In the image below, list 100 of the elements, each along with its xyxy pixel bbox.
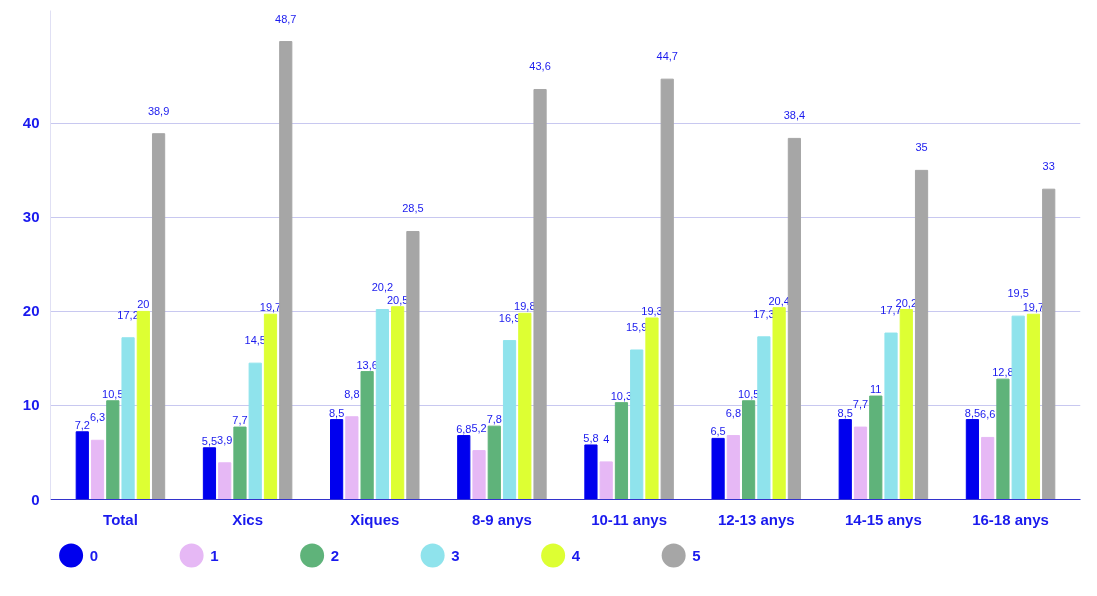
data-label: 6,3 xyxy=(89,411,106,424)
bar xyxy=(518,312,532,500)
x-tick-label: 8-9 anys xyxy=(471,510,532,528)
bar xyxy=(151,133,166,500)
legend-label: 1 xyxy=(210,546,219,564)
data-label: 7,7 xyxy=(232,414,248,427)
bar xyxy=(838,419,852,500)
data-label: 6,6 xyxy=(980,408,996,421)
bar xyxy=(599,461,613,500)
bar xyxy=(757,336,771,500)
bar xyxy=(202,447,217,500)
bar xyxy=(965,419,980,500)
data-label: 4 xyxy=(603,432,610,445)
bar xyxy=(502,340,517,500)
bar xyxy=(996,378,1010,500)
bar xyxy=(645,317,659,500)
y-tick-label: 30 xyxy=(22,208,40,226)
x-tick-label: Total xyxy=(103,510,138,528)
bar xyxy=(584,444,598,500)
data-label: 12,8 xyxy=(992,366,1014,379)
data-label: 20,2 xyxy=(371,280,394,293)
data-label: 8,5 xyxy=(964,406,981,419)
bar xyxy=(869,395,883,500)
data-label: 5,8 xyxy=(583,431,599,444)
x-tick-label: Xics xyxy=(232,510,264,528)
data-label: 6,8 xyxy=(456,422,472,435)
bar xyxy=(487,425,501,500)
bar xyxy=(981,436,995,500)
bar xyxy=(90,439,105,500)
data-label: 6,8 xyxy=(725,406,741,419)
bar xyxy=(218,462,232,500)
bar xyxy=(630,349,644,500)
data-label: 19,3 xyxy=(641,305,663,318)
data-label: 10,3 xyxy=(610,389,633,402)
data-label: 48,7 xyxy=(275,12,297,25)
bar xyxy=(75,431,89,500)
bar xyxy=(711,437,725,500)
y-tick-label: 20 xyxy=(22,302,40,320)
bar xyxy=(106,400,120,500)
x-tick-label: 10-11 anys xyxy=(591,510,668,528)
legend-label: 2 xyxy=(330,546,339,564)
data-label: 7,7 xyxy=(852,398,869,411)
legend-label: 5 xyxy=(692,546,701,564)
data-label: 20 xyxy=(137,298,150,311)
bar xyxy=(375,309,389,500)
data-label: 35 xyxy=(915,141,928,154)
x-tick-label: 14-15 anys xyxy=(845,510,922,528)
bar xyxy=(899,309,913,500)
data-label: 38,4 xyxy=(783,109,806,122)
data-label: 6,5 xyxy=(710,425,726,438)
data-label: 20,4 xyxy=(768,294,790,307)
data-label: 7,2 xyxy=(74,418,90,431)
bar xyxy=(248,362,262,500)
data-label: 7,8 xyxy=(486,413,502,426)
bar xyxy=(1011,315,1025,500)
bar xyxy=(787,137,801,500)
data-label: 19,7 xyxy=(1022,301,1045,314)
data-label: 19,7 xyxy=(259,301,282,314)
data-label: 33 xyxy=(1042,160,1055,173)
bar xyxy=(1042,188,1056,500)
bar xyxy=(772,307,786,500)
x-tick-label: Xiques xyxy=(350,510,400,528)
bar xyxy=(345,416,359,500)
bar xyxy=(121,337,135,500)
legend-label: 0 xyxy=(89,546,98,564)
y-tick-label: 10 xyxy=(22,396,40,414)
data-label: 8,5 xyxy=(837,406,853,419)
y-tick-label: 40 xyxy=(22,114,40,132)
bar xyxy=(279,41,293,500)
bar xyxy=(360,371,374,500)
bar xyxy=(1026,313,1041,500)
bar xyxy=(914,169,929,500)
bar xyxy=(742,400,756,500)
bar xyxy=(330,419,344,500)
bar xyxy=(853,426,868,500)
y-tick-label: 0 xyxy=(31,490,40,508)
bar xyxy=(457,435,471,500)
legend-label: 4 xyxy=(571,546,581,564)
data-label: 13,6 xyxy=(356,358,378,371)
bar xyxy=(136,310,150,500)
bar xyxy=(884,332,898,500)
bar xyxy=(660,78,674,500)
data-label: 5,5 xyxy=(201,434,218,447)
data-label: 19,5 xyxy=(1007,287,1029,300)
data-label: 11 xyxy=(870,383,882,396)
bar xyxy=(614,402,629,500)
data-label: 43,6 xyxy=(529,60,551,73)
data-label: 3,9 xyxy=(217,433,233,446)
x-tick-label: 16-18 anys xyxy=(972,510,1049,528)
data-label: 38,9 xyxy=(147,104,170,117)
data-label: 8,5 xyxy=(328,406,345,419)
bar xyxy=(533,88,547,500)
bar xyxy=(726,435,740,500)
data-label: 8,8 xyxy=(344,387,360,400)
data-label: 44,7 xyxy=(656,50,678,63)
bar xyxy=(406,230,420,500)
data-label: 28,5 xyxy=(402,202,424,215)
x-tick-label: 12-13 anys xyxy=(717,510,795,528)
bar xyxy=(263,313,278,500)
bar xyxy=(472,450,486,500)
